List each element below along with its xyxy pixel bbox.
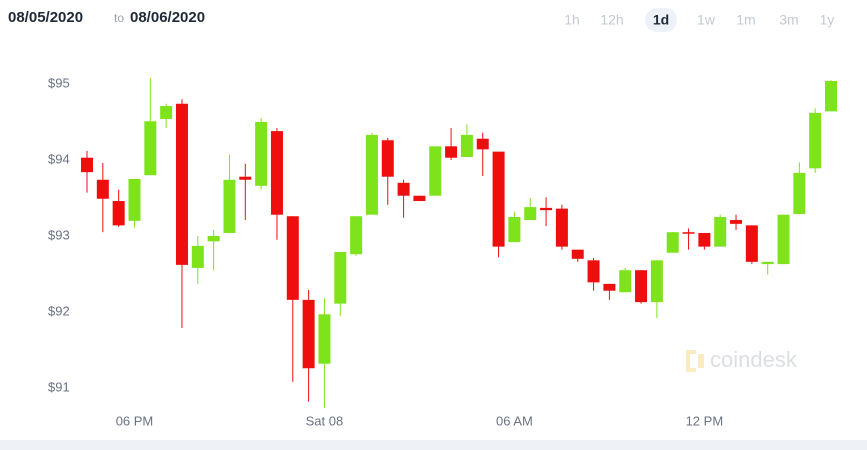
candle-body: [255, 122, 268, 186]
range-button[interactable]: 1y: [820, 12, 835, 28]
candle-body: [555, 208, 568, 247]
range-button[interactable]: 1h: [564, 12, 580, 28]
x-tick-label: 06 AM: [496, 413, 533, 428]
date-to-word: to: [114, 11, 124, 25]
candle-body: [540, 207, 553, 211]
watermark-logo: [686, 350, 704, 372]
range-button[interactable]: 1m: [736, 12, 755, 28]
candle-body: [761, 261, 774, 265]
candle-body: [508, 217, 521, 243]
y-tick-label: $92: [48, 303, 70, 318]
candle-body: [207, 236, 220, 242]
candle-body: [714, 217, 727, 247]
candle-body: [286, 216, 299, 300]
candle-body: [682, 232, 695, 234]
candle-body: [413, 195, 426, 202]
candle-body: [587, 260, 600, 283]
x-tick-label: 06 PM: [116, 413, 154, 428]
candle-body: [571, 249, 584, 259]
y-tick-label: $95: [48, 75, 70, 90]
candle-body: [397, 182, 410, 196]
range-button[interactable]: 1d: [653, 12, 669, 28]
candle-body: [809, 112, 822, 169]
candle-body: [603, 283, 616, 291]
candle-body: [650, 260, 663, 303]
y-tick-label: $94: [48, 151, 70, 166]
y-tick-label: $91: [48, 379, 70, 394]
candle-body: [302, 299, 315, 369]
candle-body: [635, 270, 648, 303]
candle-body: [318, 314, 331, 364]
candle-body: [96, 179, 109, 199]
candle-body: [666, 232, 679, 253]
candle-body: [825, 80, 838, 112]
candle-body: [128, 179, 141, 221]
range-buttons: 1h 12h 1d 1w 1m 3m 1y: [564, 8, 834, 32]
footer-strip: [0, 440, 867, 450]
candle-body: [175, 103, 188, 265]
candle-body: [144, 121, 157, 176]
plot: $91 $92 $93 $94 $95 06 PM Sat 08 06 AM 12 PM: [48, 75, 838, 428]
candle-body: [524, 207, 537, 221]
candle-body: [730, 220, 743, 224]
candle-body: [112, 201, 125, 226]
watermark: coindesk: [686, 347, 798, 372]
candle-body: [460, 134, 473, 157]
candle-body: [476, 138, 489, 150]
candle-body: [270, 131, 283, 215]
candle-body: [81, 157, 93, 173]
date-from: 08/05/2020: [8, 9, 83, 26]
candle-body: [223, 179, 236, 233]
x-tick-label: 12 PM: [686, 413, 724, 428]
candle-body: [619, 270, 632, 293]
candle-body: [191, 245, 204, 268]
candle-body: [160, 106, 173, 119]
range-button[interactable]: 3m: [779, 12, 798, 28]
candle-body: [698, 232, 711, 247]
candle-body: [793, 172, 806, 214]
watermark-text: coindesk: [710, 347, 798, 372]
candle-body: [350, 216, 363, 255]
candle-body: [365, 134, 378, 215]
y-tick-label: $93: [48, 227, 70, 242]
candle-body: [381, 140, 394, 177]
range-button-bg: [645, 8, 677, 32]
candle-body: [334, 251, 347, 304]
range-button[interactable]: 1w: [697, 12, 716, 28]
candle-body: [745, 225, 758, 262]
range-button[interactable]: 12h: [600, 12, 623, 28]
date-to: 08/06/2020: [130, 9, 205, 26]
candle-body: [239, 176, 252, 180]
candle-body: [429, 146, 442, 196]
candle-body: [445, 146, 458, 158]
candle-body: [492, 151, 505, 247]
candle-body: [777, 214, 790, 265]
x-tick-label: Sat 08: [306, 413, 344, 428]
